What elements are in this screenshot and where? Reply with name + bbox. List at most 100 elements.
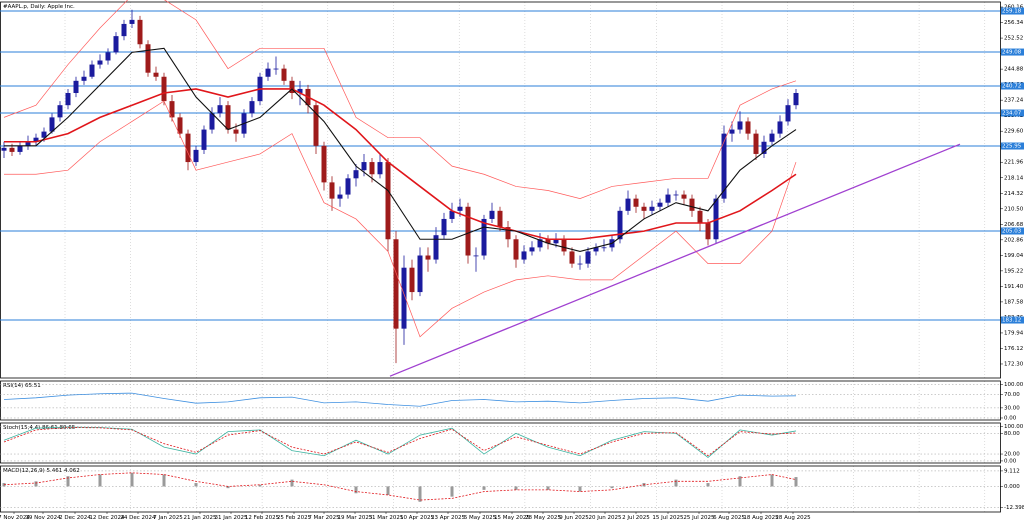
candle-body	[65, 93, 71, 106]
y-tick-label: 221.96	[1004, 160, 1024, 166]
candle-body	[617, 210, 623, 240]
panel-frame	[0, 422, 1001, 464]
candle-body	[529, 247, 535, 252]
candle-body	[697, 210, 703, 224]
candle-body	[401, 267, 407, 329]
y-tick-label: 9.112	[1004, 468, 1020, 474]
x-tick-label: 23 Apr 2025	[431, 515, 466, 521]
y-tick-label: 20.00	[1004, 452, 1020, 458]
panel-frame	[0, 1, 1001, 379]
candle-body	[1, 147, 7, 151]
panel-title: RSI(14) 65.51	[3, 383, 41, 389]
candle-body	[345, 178, 351, 195]
candle-body	[57, 105, 63, 118]
candle-body	[745, 121, 751, 134]
candle-body	[593, 247, 599, 252]
candle-body	[393, 239, 399, 329]
x-tick-label: 7 Nov 2024	[0, 515, 30, 521]
candle-body	[769, 133, 775, 142]
histogram-bar	[514, 486, 518, 490]
candle-body	[249, 101, 255, 114]
candle-body	[73, 80, 79, 94]
candle-body	[313, 105, 319, 146]
candle-body	[81, 76, 87, 81]
candle-body	[497, 210, 503, 228]
candle-body	[337, 194, 343, 199]
candle-body	[441, 218, 447, 236]
y-tick-label: 172.30	[1004, 361, 1024, 367]
candle-body	[105, 52, 111, 61]
y-tick-label: 0.00	[1004, 415, 1017, 421]
level-tag	[1001, 227, 1024, 235]
x-tick-label: 15 Jul 2025	[652, 515, 684, 521]
candle-body	[201, 129, 207, 150]
candle-body	[145, 44, 151, 73]
histogram-bar	[290, 479, 294, 487]
candle-body	[273, 68, 279, 70]
level-tag	[1001, 142, 1024, 150]
y-tick-label: 187.58	[1004, 299, 1024, 305]
histogram-bar	[450, 486, 454, 497]
candle-body	[465, 206, 471, 256]
candle-body	[577, 263, 583, 265]
candle-body	[585, 251, 591, 264]
x-tick-label: 25 Jul 2025	[683, 515, 715, 521]
candle-body	[633, 198, 639, 207]
candle-body	[489, 210, 495, 219]
level-tag	[1001, 109, 1024, 117]
histogram-bar	[738, 476, 742, 487]
histogram-bar	[546, 486, 550, 490]
x-tick-label: 31 Jan 2025	[215, 515, 248, 521]
y-tick-label: 70.00	[1004, 392, 1020, 398]
x-tick-label: 28 Aug 2025	[775, 515, 811, 521]
y-tick-label: 191.40	[1004, 284, 1024, 290]
x-tick-label: 15 May 2025	[494, 515, 530, 521]
indicator-line	[4, 100, 797, 338]
candle-body	[425, 255, 431, 260]
candle-body	[433, 235, 439, 260]
candle-body	[289, 80, 295, 94]
x-tick-label: 2 Jul 2025	[622, 515, 650, 521]
candle-body	[785, 105, 791, 122]
candle-body	[665, 194, 671, 203]
candle-body	[505, 227, 511, 240]
candle-body	[17, 145, 23, 152]
indicator-line	[3, 472, 797, 501]
level-label: 234.07	[1002, 111, 1022, 117]
y-tick-label: 100.00	[1004, 382, 1024, 388]
candle-body	[49, 117, 55, 132]
candle-body	[777, 121, 783, 134]
histogram-bar	[770, 474, 774, 487]
indicator-line	[4, 47, 797, 253]
candle-body	[225, 105, 231, 130]
candle-body	[481, 218, 487, 256]
histogram-bar	[194, 483, 198, 487]
histogram-bar	[794, 477, 798, 487]
panel-title: MACD(12,26,9) 5.461 4.062	[3, 468, 80, 474]
candle-body	[673, 194, 679, 196]
candle-body	[297, 88, 303, 94]
candle-body	[9, 147, 15, 152]
candle-body	[385, 162, 391, 240]
candle-body	[265, 68, 271, 77]
candle-body	[177, 117, 183, 134]
candle-body	[705, 223, 711, 240]
y-tick-label: -12.398	[1004, 505, 1024, 511]
y-tick-label: 199.04	[1004, 253, 1024, 259]
y-tick-label: 0.00	[1004, 458, 1017, 464]
candle-body	[417, 255, 423, 293]
level-label: 205.03	[1002, 229, 1022, 235]
candle-body	[353, 170, 359, 179]
x-tick-label: 12 Dec 2024	[89, 515, 125, 521]
candle-body	[129, 19, 135, 24]
indicator-line	[3, 427, 797, 457]
candle-body	[281, 68, 287, 81]
histogram-bar	[226, 486, 230, 489]
y-tick-label: 244.88	[1004, 67, 1024, 73]
histogram-bar	[34, 481, 38, 487]
candle-body	[361, 162, 367, 171]
candle-body	[545, 239, 551, 244]
panel-frame	[0, 465, 1001, 513]
panel-title: #AAPL.p, Daily: Apple Inc.	[3, 4, 75, 10]
